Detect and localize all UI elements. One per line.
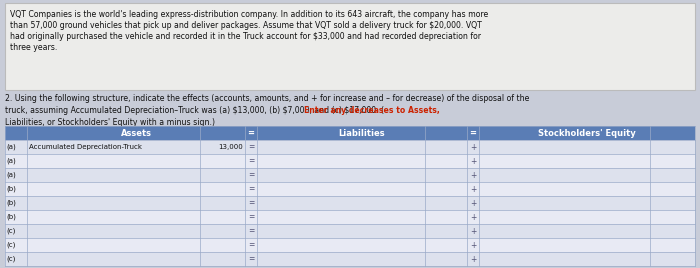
Text: =: = (248, 255, 254, 263)
Text: =: = (248, 128, 255, 137)
Bar (5, 168, 695, 182)
Text: =: = (248, 240, 254, 250)
Bar (5, 154, 695, 168)
Text: (c): (c) (6, 242, 15, 248)
Text: 13,000: 13,000 (218, 144, 243, 150)
Text: +: + (470, 157, 476, 166)
Text: +: + (470, 143, 476, 151)
Text: +: + (470, 240, 476, 250)
Text: +: + (470, 199, 476, 207)
Text: (c): (c) (6, 228, 15, 234)
Text: +: + (470, 226, 476, 236)
Text: (c): (c) (6, 256, 15, 262)
Bar (5, 182, 695, 196)
Text: Accumulated Depreciation-Truck: Accumulated Depreciation-Truck (29, 144, 142, 150)
Text: than 57,000 ground vehicles that pick up and deliver packages. Assume that VQT s: than 57,000 ground vehicles that pick up… (10, 21, 482, 30)
Text: =: = (248, 143, 254, 151)
Text: +: + (470, 255, 476, 263)
Text: 2. Using the following structure, indicate the effects (accounts, amounts, and +: 2. Using the following structure, indica… (5, 94, 529, 103)
Text: Liabilities: Liabilities (339, 128, 385, 137)
Text: =: = (470, 128, 477, 137)
Text: =: = (248, 199, 254, 207)
Text: =: = (248, 226, 254, 236)
Text: =: = (248, 213, 254, 221)
Bar (5, 238, 695, 252)
Text: =: = (248, 157, 254, 166)
Text: (b): (b) (6, 186, 16, 192)
Text: =: = (248, 170, 254, 180)
Text: (a): (a) (6, 158, 15, 164)
Text: Liabilities, or Stockholders' Equity with a minus sign.): Liabilities, or Stockholders' Equity wit… (5, 118, 215, 127)
Bar (5, 252, 695, 266)
Bar (5, 196, 695, 210)
Text: Assets: Assets (120, 128, 151, 137)
Text: +: + (470, 170, 476, 180)
Text: (b): (b) (6, 214, 16, 220)
FancyBboxPatch shape (5, 3, 695, 90)
Bar (5, 140, 695, 154)
Text: +: + (470, 213, 476, 221)
Text: (b): (b) (6, 200, 16, 206)
Bar (5, 224, 695, 238)
Text: truck, assuming Accumulated Depreciation–Truck was (a) $13,000, (b) $7,000, and : truck, assuming Accumulated Depreciation… (5, 106, 384, 115)
Bar (5, 126, 695, 140)
Text: VQT Companies is the world's leading express-distribution company. In addition t: VQT Companies is the world's leading exp… (10, 10, 489, 19)
Text: +: + (470, 184, 476, 193)
Text: had originally purchased the vehicle and recorded it in the Truck account for $3: had originally purchased the vehicle and… (10, 32, 481, 41)
Text: (a): (a) (6, 172, 15, 178)
Text: Enter any decreases to Assets,: Enter any decreases to Assets, (304, 106, 440, 115)
Text: three years.: three years. (10, 43, 57, 52)
Text: Stockholders' Equity: Stockholders' Equity (538, 128, 636, 137)
Text: =: = (248, 184, 254, 193)
Text: (a): (a) (6, 144, 15, 150)
Bar (5, 210, 695, 224)
